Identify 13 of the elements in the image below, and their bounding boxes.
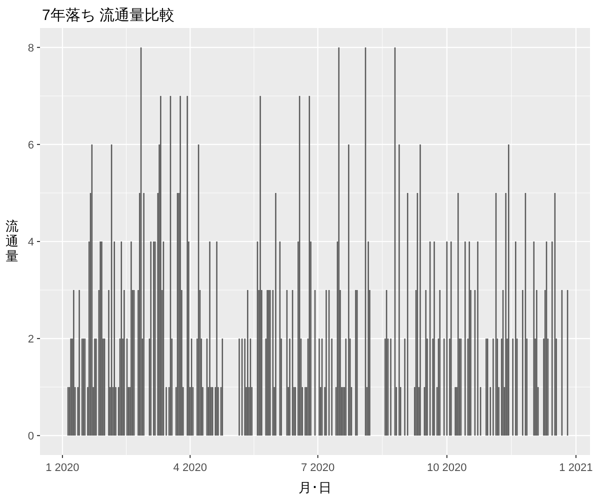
y-tick-label: 6: [28, 139, 34, 152]
y-axis-title: 流通量: [6, 218, 18, 264]
x-tick-label: 1 2020: [46, 462, 80, 474]
x-tick-label: 7 2020: [300, 462, 335, 474]
x-tick-label: 10 2020: [427, 462, 467, 474]
y-tick-label: 4: [28, 236, 34, 248]
chart-title: 7年落ち 流通量比較: [42, 7, 175, 24]
x-tick-label: 4 2020: [173, 462, 207, 474]
x-axis-title: 月･日: [298, 480, 332, 495]
y-tick-label: 2: [28, 334, 34, 346]
y-tick-label: 8: [28, 42, 34, 54]
y-tick-label: 0: [28, 430, 34, 443]
x-tick-label: 1 2021: [559, 462, 593, 474]
